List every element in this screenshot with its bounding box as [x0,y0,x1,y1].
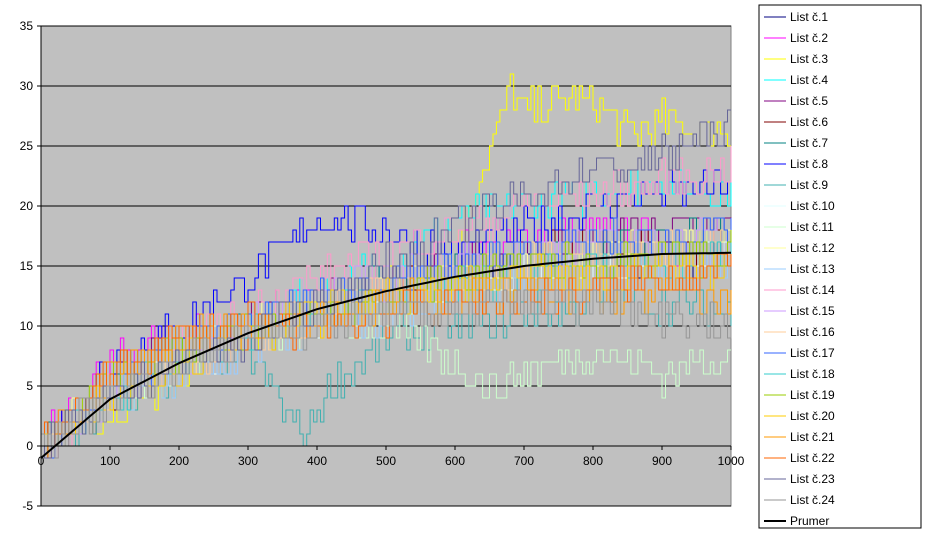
y-tick-label: 35 [20,19,34,33]
legend-label: List č.16 [790,325,835,339]
plot-area [40,25,732,507]
y-tick-label: 25 [20,139,34,153]
x-tick-label: 900 [652,454,672,468]
legend-label: List č.15 [790,304,835,318]
legend-label: Prumer [790,514,829,528]
legend-label: List č.18 [790,367,835,381]
x-tick-label: 0 [38,454,45,468]
y-axis: -5 0 5 10 15 20 25 30 35 [20,19,42,513]
legend-label: List č.19 [790,388,835,402]
legend-label: List č.23 [790,472,835,486]
legend-label: List č.12 [790,241,835,255]
x-tick-label: 1000 [718,454,745,468]
legend-label: List č.17 [790,346,835,360]
legend: List č.1 List č.2 List č.3 List č.4 List č.5… [758,4,922,529]
x-tick-label: 500 [376,454,396,468]
y-tick-label: 20 [20,199,34,213]
legend-label: List č.24 [790,493,835,507]
series-line [40,251,732,459]
x-tick-label: 100 [100,454,120,468]
x-tick-label: 400 [307,454,327,468]
legend-label: List č.14 [790,283,835,297]
legend-label: List č.21 [790,430,835,444]
legend-label: List č.2 [790,31,828,45]
legend-label: List č.7 [790,136,828,150]
x-tick-label: 700 [514,454,534,468]
y-tick-label: 5 [26,379,33,393]
y-tick-label: -5 [22,499,33,513]
x-tick-label: 800 [583,454,603,468]
x-tick-label: 200 [169,454,189,468]
legend-label: List č.8 [790,157,828,171]
legend-label: List č.10 [790,199,835,213]
legend-label: List č.11 [790,220,834,234]
series-line [41,289,732,459]
y-tick-label: 30 [20,79,34,93]
x-tick-label: 300 [238,454,258,468]
legend-label: List č.6 [790,115,828,129]
legend-label: List č.13 [790,262,835,276]
legend-label: List č.22 [790,451,835,465]
legend-label: List č.5 [790,94,828,108]
legend-label: List č.20 [790,409,835,423]
x-axis: 0 100 200 300 400 500 600 700 800 900 1000 [38,445,745,468]
legend-label: List č.1 [790,10,828,24]
x-tick-label: 600 [445,454,465,468]
y-tick-label: 0 [26,439,33,453]
legend-box [758,4,922,529]
y-tick-label: 10 [20,319,34,333]
y-tick-label: 15 [20,259,34,273]
series-line [41,169,732,447]
legend-label: List č.3 [790,52,828,66]
legend-label: List č.4 [790,73,828,87]
legend-label: List č.9 [790,178,828,192]
